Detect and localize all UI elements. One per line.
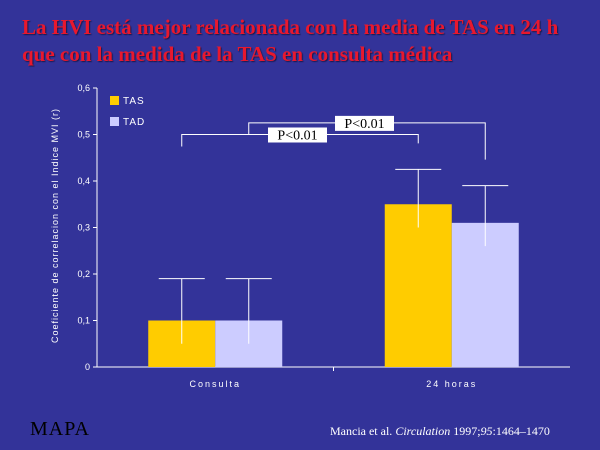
bar-tas-1 bbox=[384, 204, 452, 367]
x-tick-label: 24 horas bbox=[426, 379, 477, 389]
annotation-label: P<0.01 bbox=[344, 117, 384, 132]
citation-pages: :1464–1470 bbox=[492, 424, 550, 438]
citation-journal: Circulation bbox=[395, 424, 451, 438]
y-tick-label: 0,2 bbox=[77, 269, 90, 279]
legend-swatch-tas bbox=[110, 96, 119, 105]
citation-year: 1997; bbox=[450, 424, 481, 438]
annotation-box bbox=[268, 127, 327, 143]
legend-label-tas: TAS bbox=[123, 96, 145, 107]
footer-mapa-label: MAPA bbox=[30, 418, 90, 440]
y-tick-label: 0 bbox=[85, 362, 90, 372]
chart-error-bars bbox=[158, 168, 509, 344]
y-tick-label: 0,4 bbox=[77, 176, 90, 186]
citation: Mancia et al. Circulation 1997;95:1464–1… bbox=[330, 424, 550, 439]
y-tick-label: 0,1 bbox=[77, 316, 90, 326]
citation-authors: Mancia et al. bbox=[330, 424, 396, 438]
y-tick-label: 0,5 bbox=[77, 130, 90, 140]
citation-volume: 95 bbox=[480, 424, 493, 438]
annotation-box bbox=[335, 115, 394, 131]
y-tick-label: 0,6 bbox=[77, 83, 90, 93]
legend-swatch-tad bbox=[110, 117, 119, 126]
annotation-label: P<0.01 bbox=[277, 129, 317, 144]
chart-annotations: P<0.01 P<0.01 bbox=[181, 115, 486, 160]
bar-tad-1 bbox=[451, 222, 519, 367]
chart-title: La HVI está mejor relacionada con la med… bbox=[22, 15, 559, 66]
y-tick-label: 0,3 bbox=[77, 223, 90, 233]
chart-legend: TAS TAD bbox=[110, 96, 145, 128]
y-axis-label: Coeficiente de correlacion con el Indice… bbox=[50, 108, 60, 343]
legend-label-tad: TAD bbox=[123, 117, 145, 128]
x-tick-label: Consulta bbox=[189, 379, 241, 389]
chart-bars bbox=[148, 204, 519, 367]
